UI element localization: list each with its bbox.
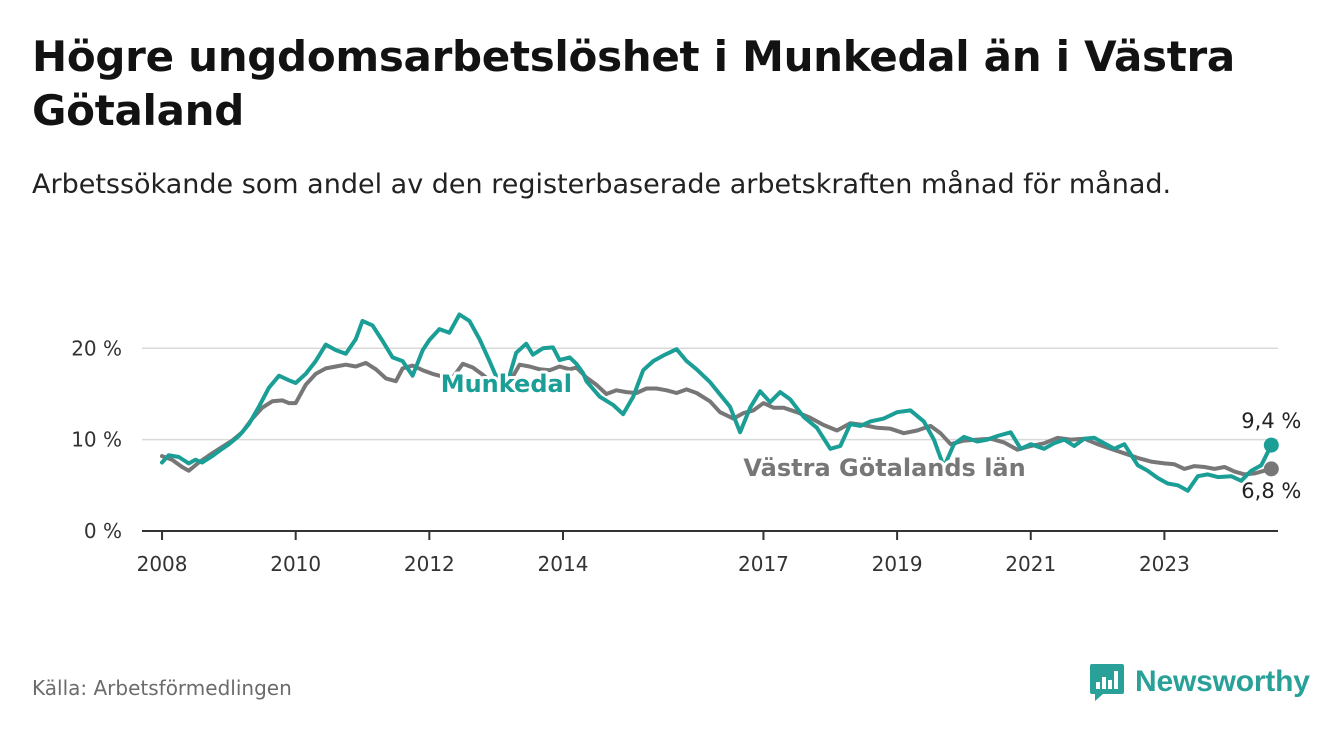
x-tick-label: 2012 xyxy=(404,552,455,576)
y-tick-label: 20 % xyxy=(71,336,122,360)
x-tick-label: 2019 xyxy=(872,552,923,576)
x-axis-ticks: 2008 2010 2012 2014 2017 2019 2021 2023 xyxy=(137,531,1190,576)
series xyxy=(160,312,1279,493)
series-label-munkedal: Munkedal xyxy=(441,370,572,398)
series-line-vastra-gotaland xyxy=(160,360,1274,477)
y-axis-ticks: 0 % 10 % 20 % xyxy=(71,336,122,543)
series-labels: Munkedal Västra Götalands län 9,4 % 6,8 % xyxy=(438,367,1302,503)
newsworthy-logo-icon xyxy=(1090,664,1124,701)
series-label-vastra-gotaland: Västra Götalands län xyxy=(743,454,1025,482)
line-chart: 0 % 10 % 20 % 2008 2010 2012 2014 2017 2019 2021… xyxy=(71,312,1302,576)
chart-title: Högre ungdomsarbetslöshet i Munkedal än … xyxy=(32,32,1235,135)
x-tick-label: 2010 xyxy=(270,552,321,576)
chart-subtitle: Arbetssökande som andel av den registerb… xyxy=(32,169,1172,200)
end-point-munkedal xyxy=(1263,437,1279,453)
gridlines xyxy=(142,347,1278,441)
x-tick-label: 2008 xyxy=(137,552,188,576)
series-line-munkedal xyxy=(160,312,1274,493)
x-tick-label: 2023 xyxy=(1139,552,1190,576)
brand-name: Newsworthy xyxy=(1135,665,1310,698)
end-label-vastra-gotaland: 6,8 % xyxy=(1241,479,1301,503)
x-tick-label: 2021 xyxy=(1005,552,1056,576)
y-tick-label: 0 % xyxy=(84,519,122,543)
end-label-munkedal: 9,4 % xyxy=(1241,409,1301,433)
x-tick-label: 2014 xyxy=(538,552,589,576)
end-point-vastra-gotaland xyxy=(1263,461,1279,477)
x-tick-label: 2017 xyxy=(738,552,789,576)
brand-logo: Newsworthy xyxy=(1089,660,1310,704)
y-tick-label: 10 % xyxy=(71,428,122,452)
source-note: Källa: Arbetsförmedlingen xyxy=(32,676,292,700)
